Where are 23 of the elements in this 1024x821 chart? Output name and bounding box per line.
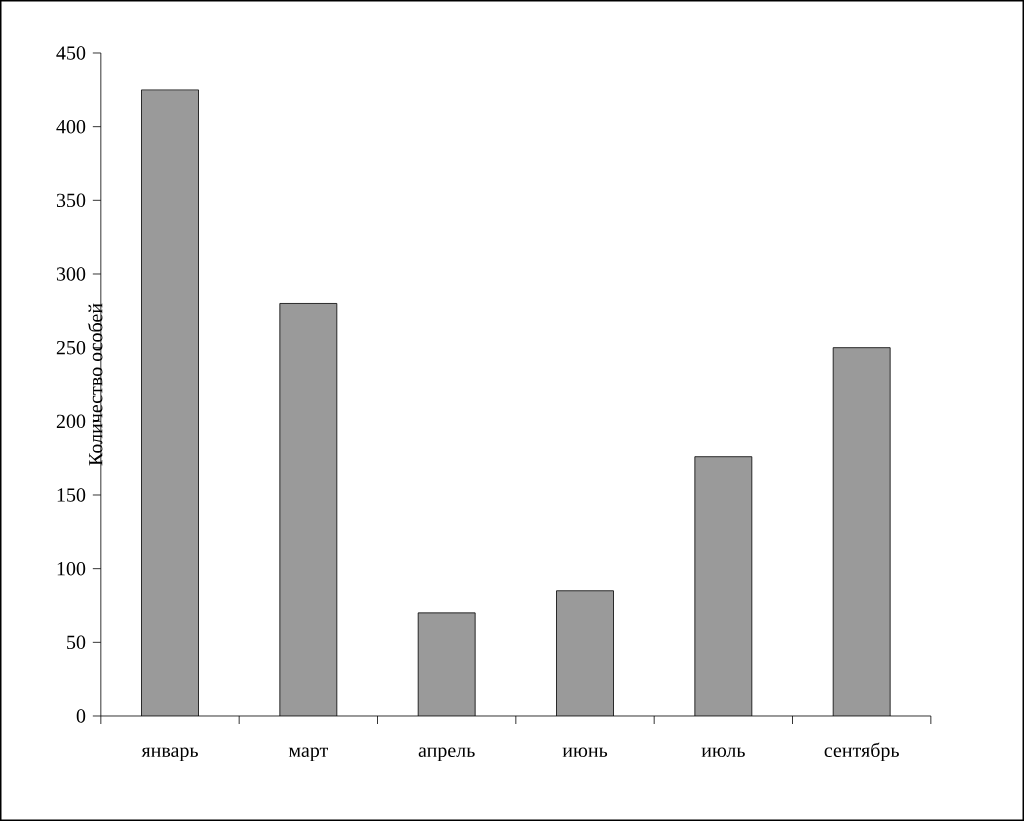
x-tick-label: сентябрь: [824, 742, 899, 762]
bar: [556, 590, 614, 716]
y-tick-label: 450: [56, 46, 86, 60]
bar: [141, 89, 199, 716]
y-tick-label: 0: [76, 709, 86, 723]
bar: [279, 303, 337, 716]
x-tick-label: март: [288, 747, 328, 762]
y-tick-label: 150: [57, 488, 86, 502]
y-tick-label: 100: [57, 561, 86, 576]
x-tick-label: апрель: [418, 747, 475, 762]
x-tick-label: январь: [141, 747, 198, 762]
y-tick-label: 250: [56, 340, 86, 355]
x-tick-label: июль: [701, 747, 745, 758]
y-tick-label: 300: [56, 267, 86, 281]
bar: [418, 612, 476, 716]
bar: [832, 347, 891, 716]
y-tick-label: 350: [56, 193, 86, 208]
y-tick-label: 400: [56, 119, 86, 134]
y-tick-label: 200: [56, 414, 86, 429]
y-tick-label: 50: [67, 635, 86, 650]
bar: [694, 456, 752, 716]
y-axis-title: Количество особей: [87, 303, 103, 466]
x-tick-label: июнь: [562, 747, 608, 758]
